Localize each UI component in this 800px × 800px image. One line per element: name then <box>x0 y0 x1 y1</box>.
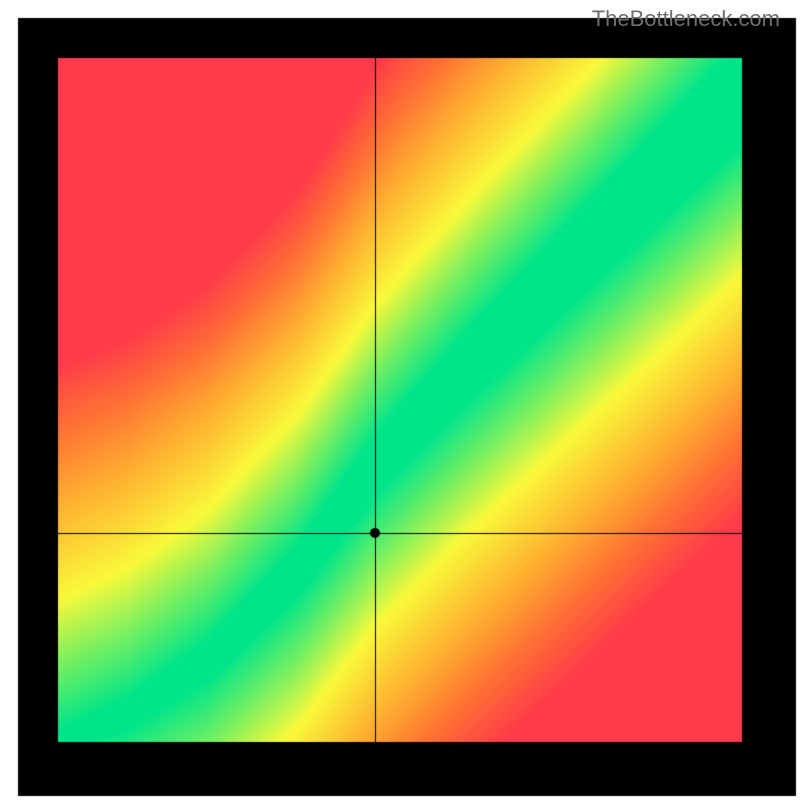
chart-container: TheBottleneck.com <box>0 0 800 800</box>
attribution-text: TheBottleneck.com <box>592 6 780 32</box>
bottleneck-heatmap <box>0 0 800 800</box>
